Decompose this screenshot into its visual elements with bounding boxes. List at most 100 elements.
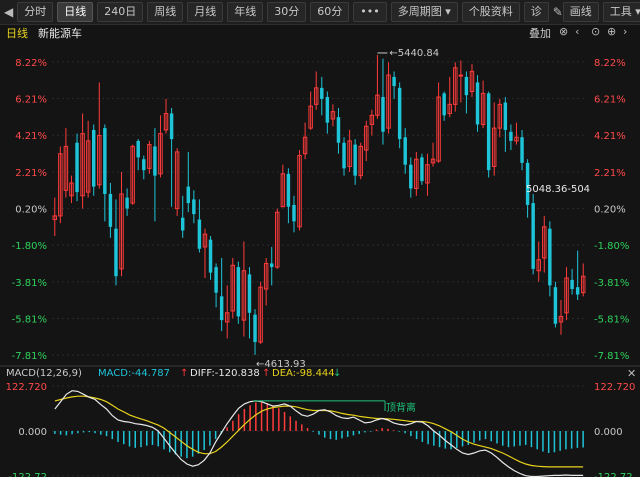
candle-body <box>197 219 202 249</box>
right-price-label: 5048.36-504 <box>526 184 590 195</box>
macd-tick-left: 122.720 <box>6 382 47 393</box>
price-tick-right: 6.21% <box>594 95 626 106</box>
tab-30min[interactable]: 30分 <box>267 2 307 22</box>
price-tick-right: -7.81% <box>594 351 629 362</box>
candle-body <box>409 164 413 189</box>
candle-body <box>330 111 336 120</box>
kline-chart[interactable]: 8.22% 8.22% 6.21% 6.21% 4.21% 4.21% 2.21% 2.21%… <box>0 40 640 477</box>
candle-body <box>392 76 396 87</box>
candle-body <box>192 199 196 215</box>
candle-body <box>336 117 341 143</box>
candle-body <box>241 270 247 321</box>
candle-body <box>464 76 469 96</box>
price-tick-left: -1.80% <box>12 241 47 252</box>
candle-body <box>85 140 91 193</box>
candle-body <box>342 142 346 169</box>
price-tick-left: 8.22% <box>15 58 47 69</box>
multi-period-dropdown[interactable]: 多周期图 ▾ <box>390 2 458 22</box>
price-tick-right: -1.80% <box>594 241 629 252</box>
candle-body <box>558 315 564 323</box>
diff-arrow-up: ↑ <box>262 368 271 379</box>
macd-header: MACD(12,26,9) MACD:-44.787 ↑ DIFF:-120.8… <box>0 367 640 381</box>
candle-body <box>230 264 236 312</box>
overlay-button[interactable]: 叠加 <box>529 27 551 40</box>
candle-body <box>308 105 313 129</box>
candle-body <box>186 186 191 204</box>
candle-body <box>214 267 218 293</box>
candle-body <box>302 136 308 155</box>
candle-body <box>564 277 569 314</box>
candle-body <box>358 145 363 177</box>
candle-body <box>514 136 519 142</box>
candle-body <box>119 193 124 270</box>
settings-icon-small[interactable]: ⊙ <box>591 25 601 38</box>
close-icon[interactable]: ⊗ <box>559 25 569 38</box>
chevron-left-icon[interactable]: ‹ <box>575 25 580 38</box>
macd-tick-right: 0.000 <box>594 427 623 438</box>
macd-title: MACD(12,26,9) <box>6 368 82 379</box>
candle-body <box>570 279 574 290</box>
tab-yearly[interactable]: 年线 <box>227 2 264 22</box>
candle-body <box>325 97 330 123</box>
expand-icon[interactable]: ⊕ <box>607 25 617 38</box>
candle-body <box>381 97 385 132</box>
candle-body <box>364 125 369 151</box>
diff-line <box>54 390 584 477</box>
candle-body <box>580 275 586 294</box>
tools-dropdown[interactable]: 工具 ▾ <box>602 2 640 22</box>
candle-body <box>80 133 85 197</box>
candle-body <box>97 134 102 186</box>
price-tick-right: 4.21% <box>594 131 626 142</box>
candle-body <box>575 287 580 295</box>
candle-body <box>520 137 524 163</box>
more-periods-button[interactable]: ••• <box>353 2 387 22</box>
dea-value: DEA:-98.444 <box>272 368 335 379</box>
stock-info-button[interactable]: 个股资料 <box>461 2 520 22</box>
candle-body <box>469 70 475 93</box>
candle-body <box>108 193 113 227</box>
tab-240day[interactable]: 240日 <box>97 2 144 22</box>
back-icon[interactable]: ◀ <box>4 5 14 19</box>
candle-body <box>414 158 419 189</box>
candle-body <box>542 226 547 259</box>
candle-body <box>536 259 541 272</box>
macd-close-icon[interactable]: ✕ <box>627 367 637 380</box>
tab-weekly[interactable]: 周线 <box>147 2 184 22</box>
candle-body <box>136 140 140 158</box>
candle-body <box>425 164 430 184</box>
candle-body <box>548 228 552 286</box>
tab-daily[interactable]: 日线 <box>57 2 94 22</box>
candle-body <box>224 312 230 323</box>
candle-body <box>130 145 135 204</box>
draw-line-button[interactable]: 画线 <box>562 2 599 22</box>
candle-body <box>75 142 79 193</box>
index-name: 新能源车 <box>38 27 82 40</box>
diagnose-button[interactable]: 诊 <box>523 2 549 22</box>
high-label: ←5440.84 <box>389 48 439 59</box>
price-tick-left: 6.21% <box>15 95 47 106</box>
candle-body <box>531 203 535 269</box>
macd-tick-left: -122.72 <box>8 472 47 477</box>
candle-body <box>491 127 497 168</box>
candle-body <box>292 204 296 222</box>
candle-body <box>503 102 508 130</box>
price-tick-left: 0.20% <box>15 205 47 216</box>
candle-body <box>447 103 452 114</box>
dea-arrow-down: ↓ <box>333 368 342 379</box>
candle-body <box>420 157 424 182</box>
tab-60min[interactable]: 60分 <box>310 2 350 22</box>
candle-body <box>497 103 503 129</box>
macd-tick-right: 122.720 <box>594 382 635 393</box>
candle-body <box>320 87 324 99</box>
candle-body <box>436 96 441 162</box>
candle-body <box>313 87 319 105</box>
candle-body <box>169 113 174 140</box>
chevron-right-icon[interactable]: › <box>623 25 628 38</box>
tab-monthly[interactable]: 月线 <box>187 2 224 22</box>
price-tick-right: 2.21% <box>594 168 626 179</box>
macd-tick-right: -122.72 <box>594 472 633 477</box>
tab-intraday[interactable]: 分时 <box>17 2 54 22</box>
candle-body <box>142 159 146 171</box>
period-label: 日线 <box>6 27 28 40</box>
candle-body <box>286 173 291 207</box>
